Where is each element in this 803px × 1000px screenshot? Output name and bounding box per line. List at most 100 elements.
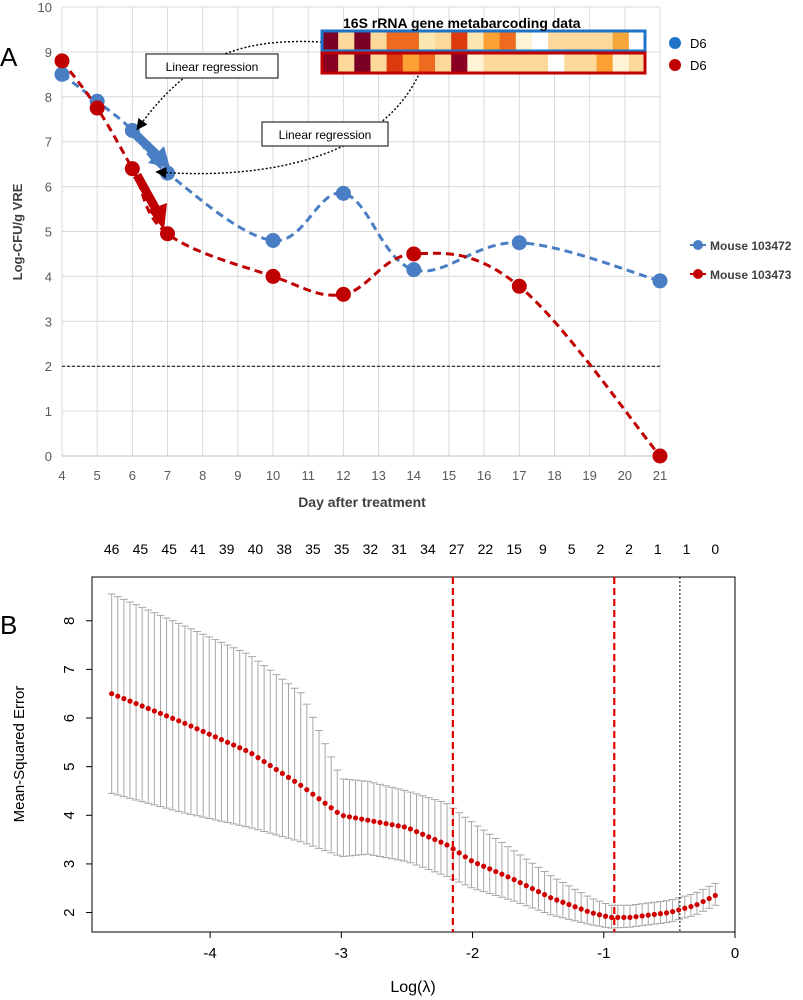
data-point	[54, 53, 70, 69]
heatmap-cell	[531, 31, 549, 51]
cv-point	[157, 710, 164, 717]
cv-point	[541, 892, 548, 898]
cv-point	[206, 731, 212, 737]
x-tick-label: 13	[371, 468, 385, 483]
panel-b-points	[109, 691, 718, 921]
linear-regression-box-1: Linear regression	[145, 53, 279, 79]
cv-point	[505, 874, 511, 880]
cv-point	[224, 739, 231, 745]
panel-b-xlabel: Log(λ)	[390, 979, 435, 996]
heatmap-cell	[548, 53, 565, 73]
cv-point	[438, 839, 444, 845]
heatmap-cell	[467, 31, 484, 51]
cv-point	[566, 901, 572, 908]
heatmap-cell	[338, 31, 355, 51]
cv-point	[279, 770, 286, 777]
heatmap-row-red-border	[320, 51, 647, 75]
cv-point	[407, 826, 414, 832]
dotted-arrow-2	[155, 71, 421, 179]
cv-point	[633, 914, 639, 920]
heatmap-cell	[386, 31, 404, 51]
regression-arrows	[129, 128, 170, 230]
heatmap-cell	[370, 53, 387, 73]
cv-point	[334, 809, 340, 815]
y-tick-label: 4	[61, 811, 78, 819]
y-tick-label: 7	[61, 665, 78, 673]
data-point	[406, 262, 422, 278]
data-point	[89, 100, 105, 116]
linear-regression-label-2: Linear regression	[279, 128, 372, 142]
cv-point	[590, 910, 596, 916]
cv-point	[145, 705, 151, 712]
cv-point	[627, 914, 633, 921]
y-tick-label: 4	[45, 269, 52, 284]
panel-b-letter: B	[0, 610, 17, 640]
metabarcoding-heatmap	[320, 29, 647, 75]
panel-b-frame	[91, 576, 736, 933]
data-point	[406, 246, 422, 262]
cv-point	[340, 813, 346, 819]
heatmap-cell	[435, 31, 452, 51]
top-axis-label: 31	[391, 541, 407, 557]
cv-point	[670, 909, 676, 915]
top-axis-label: 9	[539, 541, 547, 557]
top-axis-label: 27	[449, 541, 465, 557]
heatmap-cell	[370, 31, 387, 51]
cv-point	[352, 815, 359, 821]
heatmap-cell	[596, 31, 614, 51]
cv-point	[310, 791, 316, 797]
heatmap-row-blue-border	[320, 29, 647, 53]
cv-point	[218, 737, 225, 743]
blue-regression-arrow-shaft	[129, 128, 164, 162]
cv-point	[676, 907, 682, 913]
cv-point	[706, 895, 712, 902]
top-axis-label: 41	[190, 541, 206, 557]
series-line-2	[60, 59, 662, 457]
panel-b-axes: -4 -3 -2 -1 0 2 3 4 5 6 7 8	[61, 617, 739, 962]
d6-label-2: D6	[690, 58, 707, 73]
cv-point	[359, 816, 365, 822]
heatmap-cell	[435, 53, 452, 73]
x-tick-label: -2	[466, 945, 479, 962]
y-tick-label: 10	[38, 0, 52, 15]
heatmap-cell	[564, 31, 581, 51]
x-tick-label: 18	[547, 468, 561, 483]
cv-point	[645, 912, 651, 918]
x-tick-label: 7	[164, 468, 171, 483]
heatmap-cell	[612, 31, 630, 51]
x-tick-label: 10	[266, 468, 280, 483]
cv-point	[383, 820, 389, 827]
data-point	[511, 235, 527, 251]
cv-point	[285, 774, 292, 780]
cv-point	[249, 751, 255, 757]
heatmap-cell	[612, 53, 630, 73]
cv-point	[456, 850, 462, 856]
cv-point	[554, 897, 560, 903]
heatmap-cell	[564, 53, 581, 73]
cv-point	[462, 854, 468, 860]
top-axis-label: 2	[596, 541, 604, 557]
top-axis-label: 35	[305, 541, 321, 557]
cv-point	[389, 822, 395, 828]
cv-point	[657, 911, 664, 917]
y-tick-label: 2	[45, 359, 52, 374]
blue-regression-arrowhead	[148, 146, 170, 168]
y-tick-label: 5	[61, 762, 78, 770]
panel-a-ylabel: Log-CFU/g VRE	[10, 183, 25, 280]
y-tick-label: 8	[45, 90, 52, 105]
heatmap-cell	[451, 53, 468, 73]
cv-point	[255, 755, 261, 761]
heatmap-cell	[628, 53, 646, 73]
panel-b-ylabel: Mean-Squared Error	[11, 686, 28, 823]
cv-point	[700, 898, 706, 905]
d6-blue-dot	[669, 37, 681, 49]
cv-point	[377, 819, 383, 826]
linear-regression-label-1: Linear regression	[166, 60, 259, 74]
cv-point	[511, 876, 517, 883]
x-tick-label: 17	[512, 468, 526, 483]
top-axis-label: 32	[363, 541, 379, 557]
d6-red-dot	[669, 59, 681, 71]
data-point	[652, 448, 668, 464]
cv-point	[163, 713, 170, 719]
